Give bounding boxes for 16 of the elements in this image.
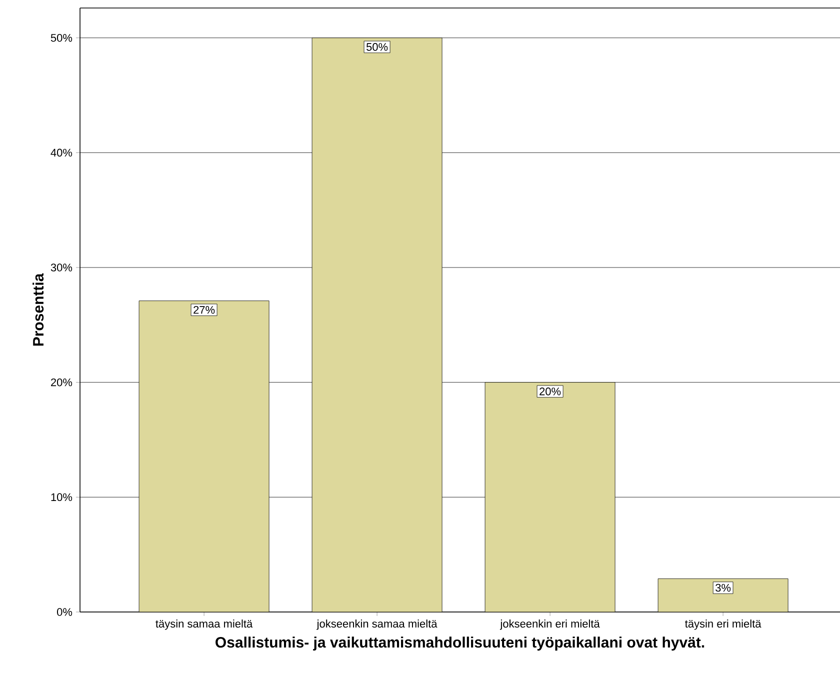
y-tick-label: 0% [57,608,72,616]
y-tick-label: 20% [51,378,72,386]
data-label: 3% [716,584,731,592]
y-tick-label: 30% [50,264,72,272]
x-tick-label: jokseenkin samaa mieltä [316,620,438,630]
x-tick-label: täysin eri mieltä [685,620,762,630]
y-tick-label: 50% [50,34,72,42]
x-tick-label: täysin samaa mieltä [156,620,253,630]
data-label: 27% [194,306,215,314]
x-axis-title: Osallistumis- ja vaikuttamismahdollisuuteni työpaikallani ovat hyvät. [216,636,704,651]
data-label: 20% [540,388,561,396]
y-tick-label: 40% [50,148,72,157]
y-axis-title: Prosenttia [32,273,44,346]
data-label: 50% [366,43,388,51]
y-tick-label: 10% [51,493,72,502]
x-tick-label: jokseenkin eri mieltä [500,620,600,630]
